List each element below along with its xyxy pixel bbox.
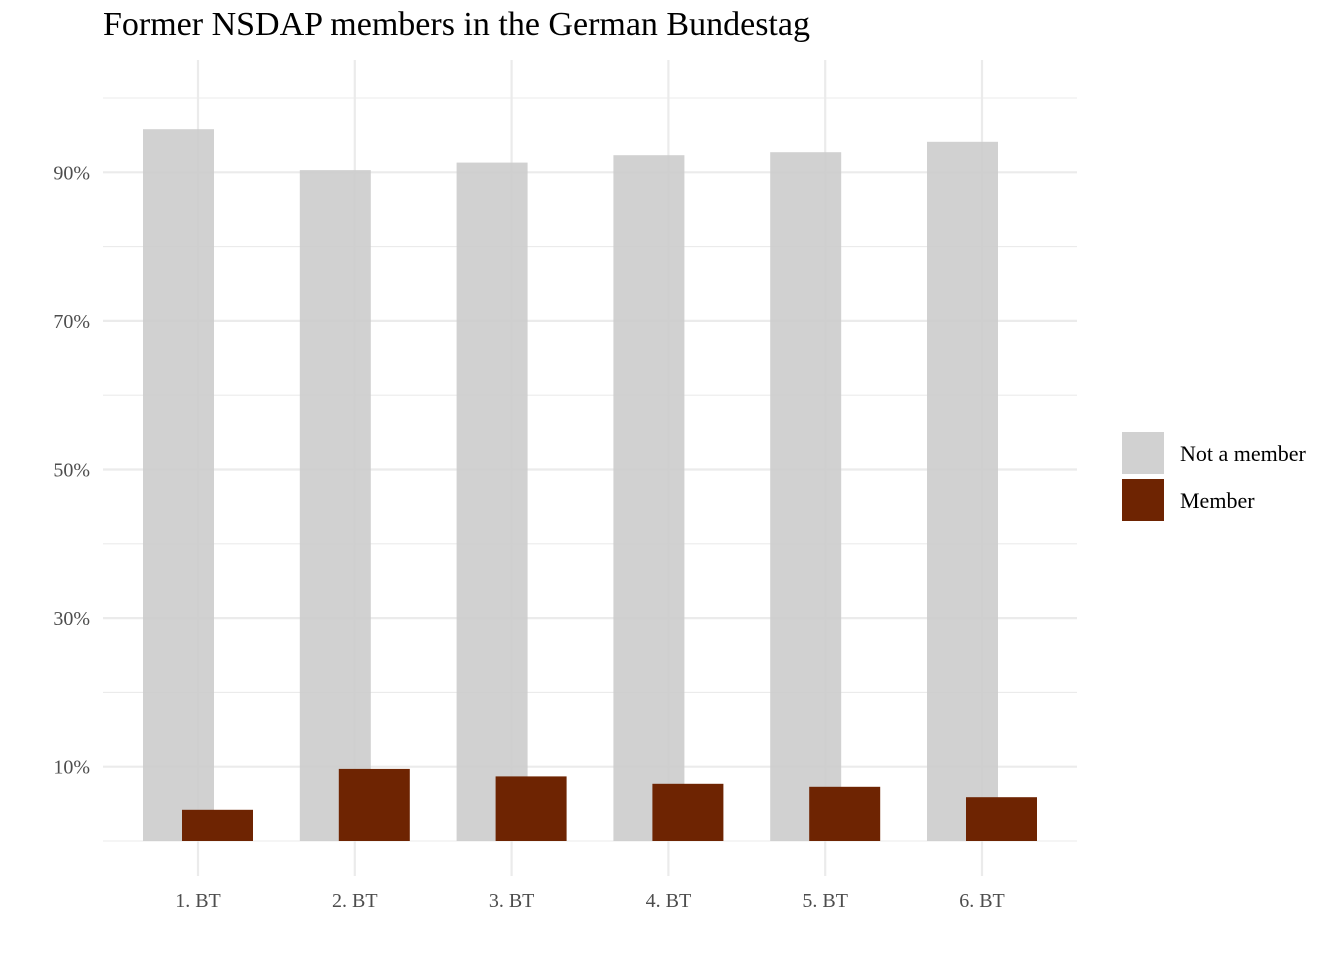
x-axis: 1. BT 2. BT 3. BT 4. BT 5. BT 6. BT [175,890,1005,912]
x-tick-label: 3. BT [489,890,535,912]
y-tick-label: 70% [53,311,90,333]
y-tick-label: 10% [53,757,90,779]
x-tick-label: 1. BT [175,890,221,912]
legend-key-not-a-member [1122,432,1164,474]
bar-member-4 [652,783,724,841]
legend-key-member [1122,479,1164,521]
bar-member-6 [966,797,1037,841]
bar-member-1 [182,809,253,841]
y-tick-label: 90% [53,162,90,184]
x-tick-label: 4. BT [646,890,692,912]
bar-not-a-member-5 [770,152,842,841]
y-axis: 10% 30% 50% 70% 90% [53,162,90,778]
chart-title: Former NSDAP members in the German Bunde… [103,6,810,43]
x-tick-label: 2. BT [332,890,378,912]
bar-member-3 [495,776,567,841]
y-tick-label: 50% [53,460,90,482]
legend: Not a member Member [1122,432,1307,521]
bar-member-5 [809,786,881,841]
bar-not-a-member-2 [299,170,371,842]
bar-not-a-member-4 [613,155,685,841]
y-tick-label: 30% [53,608,90,630]
bar-not-a-member-1 [143,129,214,841]
bar-member-2 [338,768,410,841]
x-tick-label: 6. BT [959,890,1005,912]
legend-label: Member [1180,488,1255,513]
x-tick-label: 5. BT [802,890,848,912]
bars [143,129,1037,842]
bar-not-a-member-6 [927,141,998,842]
bar-not-a-member-3 [456,162,528,842]
legend-label: Not a member [1180,441,1307,466]
